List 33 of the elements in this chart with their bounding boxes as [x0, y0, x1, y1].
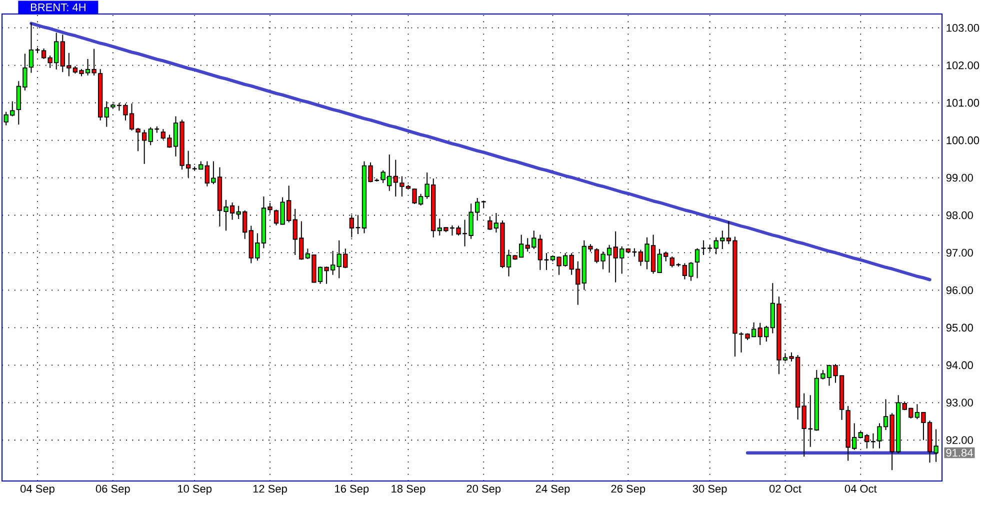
- y-tick-label: 99.00: [946, 174, 973, 182]
- x-tick-label: 06 Sep: [96, 484, 130, 495]
- candlestick: [349, 214, 354, 238]
- y-tick-label: 94.00: [946, 361, 973, 370]
- x-tick-label: 26 Sep: [611, 484, 646, 495]
- x-tick-label: 20 Sep: [466, 484, 501, 495]
- candlestick: [142, 129, 147, 164]
- x-tick-label: 04 Oct: [844, 484, 877, 493]
- x-tick-label: 12 Sep: [253, 484, 287, 495]
- y-tick-label: 101.00: [946, 98, 980, 107]
- candlestick: [700, 240, 706, 256]
- y-tick-label: 93.00: [946, 398, 973, 407]
- chart-title: BRENT: 4H: [30, 4, 86, 12]
- x-tick-label: 10 Sep: [178, 484, 212, 495]
- candlestick: [538, 234, 543, 270]
- candlestick: [694, 248, 700, 279]
- y-tick-label: 97.00: [946, 248, 973, 257]
- y-tick-label: 96.00: [946, 286, 973, 294]
- y-tick-label: 98.00: [946, 211, 973, 220]
- x-tick-label: 02 Oct: [769, 484, 802, 493]
- x-tick-label: 30 Sep: [692, 484, 727, 495]
- y-tick-label: 102.00: [946, 61, 980, 70]
- x-tick-label: 04 Sep: [20, 484, 54, 495]
- text: 91.84: [946, 448, 973, 457]
- x-tick-label: 18 Sep: [392, 484, 426, 495]
- x-tick-label: 24 Sep: [536, 484, 570, 495]
- y-tick-label: 103.00: [946, 24, 980, 32]
- y-tick-label: 100.00: [946, 136, 980, 144]
- x-tick-label: 16 Sep: [335, 484, 369, 495]
- candlestick: [393, 159, 398, 198]
- y-tick-label: 92.00: [946, 436, 973, 444]
- y-tick-label: 95.00: [946, 324, 973, 332]
- candlestick: [488, 216, 492, 230]
